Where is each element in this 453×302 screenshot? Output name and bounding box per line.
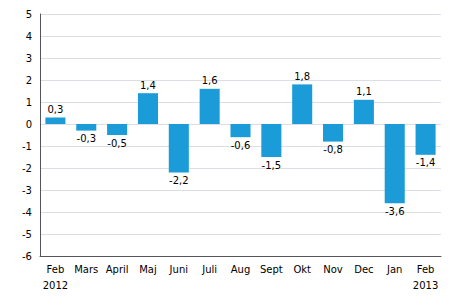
svg-text:-1,4: -1,4 (416, 157, 436, 168)
svg-text:Juni: Juni (169, 264, 188, 275)
svg-text:Aug: Aug (231, 264, 251, 275)
svg-text:1,1: 1,1 (356, 86, 372, 97)
svg-text:-2,2: -2,2 (169, 175, 189, 186)
svg-text:4: 4 (26, 31, 32, 42)
svg-text:1,4: 1,4 (140, 80, 156, 91)
svg-text:2012: 2012 (43, 280, 68, 291)
svg-text:2: 2 (26, 75, 32, 86)
svg-text:3: 3 (26, 53, 32, 64)
svg-text:-3,6: -3,6 (385, 206, 405, 217)
svg-text:-1: -1 (22, 141, 32, 152)
svg-text:-4: -4 (22, 207, 32, 218)
svg-text:5: 5 (26, 9, 32, 20)
svg-text:-0,8: -0,8 (323, 144, 343, 155)
svg-text:Maj: Maj (139, 264, 157, 275)
svg-text:Juli: Juli (201, 264, 217, 275)
svg-text:1,6: 1,6 (202, 75, 218, 86)
svg-text:1: 1 (26, 97, 32, 108)
svg-text:0: 0 (26, 119, 32, 130)
svg-text:-2: -2 (22, 163, 32, 174)
svg-text:Mars: Mars (74, 264, 98, 275)
svg-text:-0,6: -0,6 (231, 140, 251, 151)
svg-text:-3: -3 (22, 185, 32, 196)
svg-text:Okt: Okt (293, 264, 311, 275)
svg-text:Sept: Sept (260, 264, 283, 275)
svg-text:2013: 2013 (413, 280, 438, 291)
svg-text:Dec: Dec (354, 264, 373, 275)
svg-text:Jan: Jan (386, 264, 402, 275)
svg-text:-0,3: -0,3 (77, 133, 97, 144)
svg-text:-1,5: -1,5 (262, 160, 282, 171)
svg-text:-6: -6 (22, 251, 32, 262)
svg-text:0,3: 0,3 (47, 104, 63, 115)
svg-text:Nov: Nov (323, 264, 343, 275)
svg-text:-0,5: -0,5 (107, 138, 127, 149)
svg-text:April: April (106, 264, 129, 275)
svg-text:Feb: Feb (417, 264, 435, 275)
svg-text:-5: -5 (22, 229, 32, 240)
svg-text:1,8: 1,8 (294, 71, 310, 82)
svg-text:Feb: Feb (47, 264, 65, 275)
